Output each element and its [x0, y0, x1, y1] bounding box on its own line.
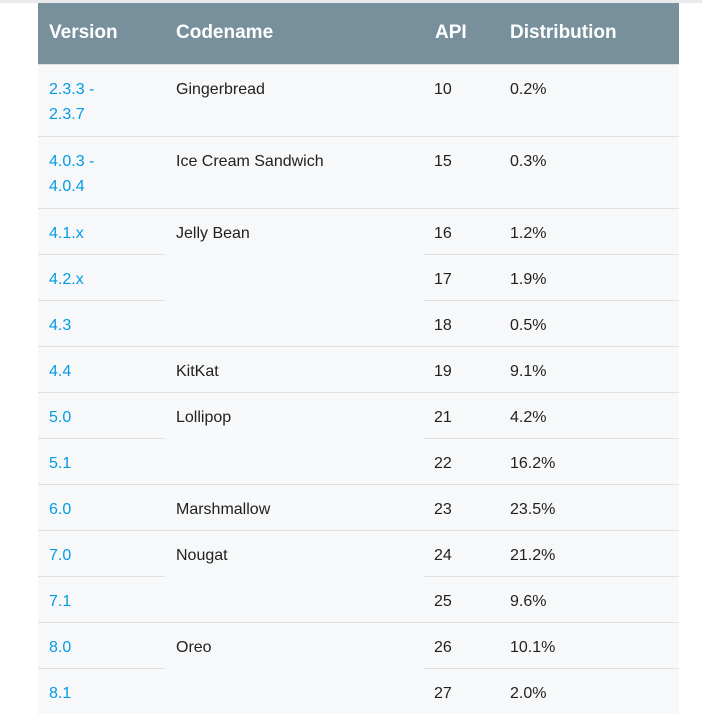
version-link[interactable]: 7.0: [49, 546, 72, 564]
codename-cell: Oreo: [165, 621, 424, 668]
table-row: 5.0 Lollipop 21 4.2%: [38, 391, 679, 438]
version-link[interactable]: 4.3: [49, 316, 72, 334]
version-cell[interactable]: 5.0: [38, 391, 165, 438]
column-header-api: API: [424, 3, 499, 64]
version-cell[interactable]: 4.3: [38, 299, 165, 346]
table-row: 7.1 25 9.6%: [38, 575, 679, 622]
distribution-cell: 9.1%: [499, 345, 679, 392]
codename-cell: Jelly Bean: [165, 207, 424, 254]
version-link[interactable]: 2.3.3 - 2.3.7: [49, 80, 95, 123]
version-link[interactable]: 5.0: [49, 408, 72, 426]
page-top-border: [0, 0, 702, 3]
codename-cell: Lollipop: [165, 391, 424, 438]
version-cell[interactable]: 4.0.3 - 4.0.4: [38, 135, 165, 208]
version-cell[interactable]: 6.0: [38, 483, 165, 530]
codename-cell: [165, 253, 424, 300]
android-distribution-table: Version Codename API Distribution 2.3.3 …: [38, 3, 679, 714]
distribution-cell: 16.2%: [499, 437, 679, 484]
column-header-distribution: Distribution: [499, 3, 679, 64]
api-cell: 18: [424, 299, 499, 346]
version-link[interactable]: 4.0.3 - 4.0.4: [49, 152, 95, 195]
distribution-cell: 0.2%: [499, 63, 679, 136]
distribution-cell: 1.9%: [499, 253, 679, 300]
api-cell: 23: [424, 483, 499, 530]
version-cell[interactable]: 4.4: [38, 345, 165, 392]
codename-cell: Nougat: [165, 529, 424, 576]
version-link[interactable]: 8.1: [49, 684, 72, 702]
distribution-cell: 21.2%: [499, 529, 679, 576]
table-row: 4.2.x 17 1.9%: [38, 253, 679, 300]
codename-cell: Ice Cream Sandwich: [165, 135, 424, 208]
version-link[interactable]: 5.1: [49, 454, 72, 472]
distribution-cell: 23.5%: [499, 483, 679, 530]
table-body: 2.3.3 - 2.3.7 Gingerbread 10 0.2% 4.0.3 …: [38, 63, 679, 714]
table-row: 4.4 KitKat 19 9.1%: [38, 345, 679, 392]
codename-cell: [165, 667, 424, 714]
api-cell: 27: [424, 667, 499, 714]
api-cell: 15: [424, 135, 499, 208]
api-cell: 17: [424, 253, 499, 300]
distribution-cell: 10.1%: [499, 621, 679, 668]
distribution-cell: 1.2%: [499, 207, 679, 254]
table-header: Version Codename API Distribution: [38, 3, 679, 64]
column-header-version: Version: [38, 3, 165, 64]
version-link[interactable]: 6.0: [49, 500, 72, 518]
api-cell: 16: [424, 207, 499, 254]
codename-cell: [165, 437, 424, 484]
distribution-cell: 0.3%: [499, 135, 679, 208]
version-cell[interactable]: 5.1: [38, 437, 165, 484]
codename-cell: KitKat: [165, 345, 424, 392]
table-row: 4.1.x Jelly Bean 16 1.2%: [38, 207, 679, 254]
version-cell[interactable]: 4.1.x: [38, 207, 165, 254]
distribution-cell: 4.2%: [499, 391, 679, 438]
table-row: 7.0 Nougat 24 21.2%: [38, 529, 679, 576]
api-cell: 25: [424, 575, 499, 622]
version-cell[interactable]: 2.3.3 - 2.3.7: [38, 63, 165, 136]
version-link[interactable]: 8.0: [49, 638, 72, 656]
version-cell[interactable]: 8.0: [38, 621, 165, 668]
codename-cell: [165, 575, 424, 622]
table-row: 6.0 Marshmallow 23 23.5%: [38, 483, 679, 530]
api-cell: 22: [424, 437, 499, 484]
distribution-cell: 0.5%: [499, 299, 679, 346]
version-link[interactable]: 4.2.x: [49, 270, 84, 288]
table-row: 5.1 22 16.2%: [38, 437, 679, 484]
api-cell: 21: [424, 391, 499, 438]
distribution-cell: 9.6%: [499, 575, 679, 622]
codename-cell: Marshmallow: [165, 483, 424, 530]
version-cell[interactable]: 4.2.x: [38, 253, 165, 300]
codename-cell: Gingerbread: [165, 63, 424, 136]
version-link[interactable]: 4.4: [49, 362, 72, 380]
api-cell: 24: [424, 529, 499, 576]
version-link[interactable]: 4.1.x: [49, 224, 84, 242]
table-row: 8.0 Oreo 26 10.1%: [38, 621, 679, 668]
table-row: 4.3 18 0.5%: [38, 299, 679, 346]
distribution-cell: 2.0%: [499, 667, 679, 714]
version-cell[interactable]: 7.1: [38, 575, 165, 622]
codename-cell: [165, 299, 424, 346]
api-cell: 19: [424, 345, 499, 392]
version-link[interactable]: 7.1: [49, 592, 72, 610]
column-header-codename: Codename: [165, 3, 424, 64]
version-cell[interactable]: 8.1: [38, 667, 165, 714]
header-row: Version Codename API Distribution: [38, 3, 679, 64]
table-row: 2.3.3 - 2.3.7 Gingerbread 10 0.2%: [38, 63, 679, 136]
table-row: 8.1 27 2.0%: [38, 667, 679, 714]
api-cell: 26: [424, 621, 499, 668]
version-cell[interactable]: 7.0: [38, 529, 165, 576]
api-cell: 10: [424, 63, 499, 136]
table-row: 4.0.3 - 4.0.4 Ice Cream Sandwich 15 0.3%: [38, 135, 679, 208]
